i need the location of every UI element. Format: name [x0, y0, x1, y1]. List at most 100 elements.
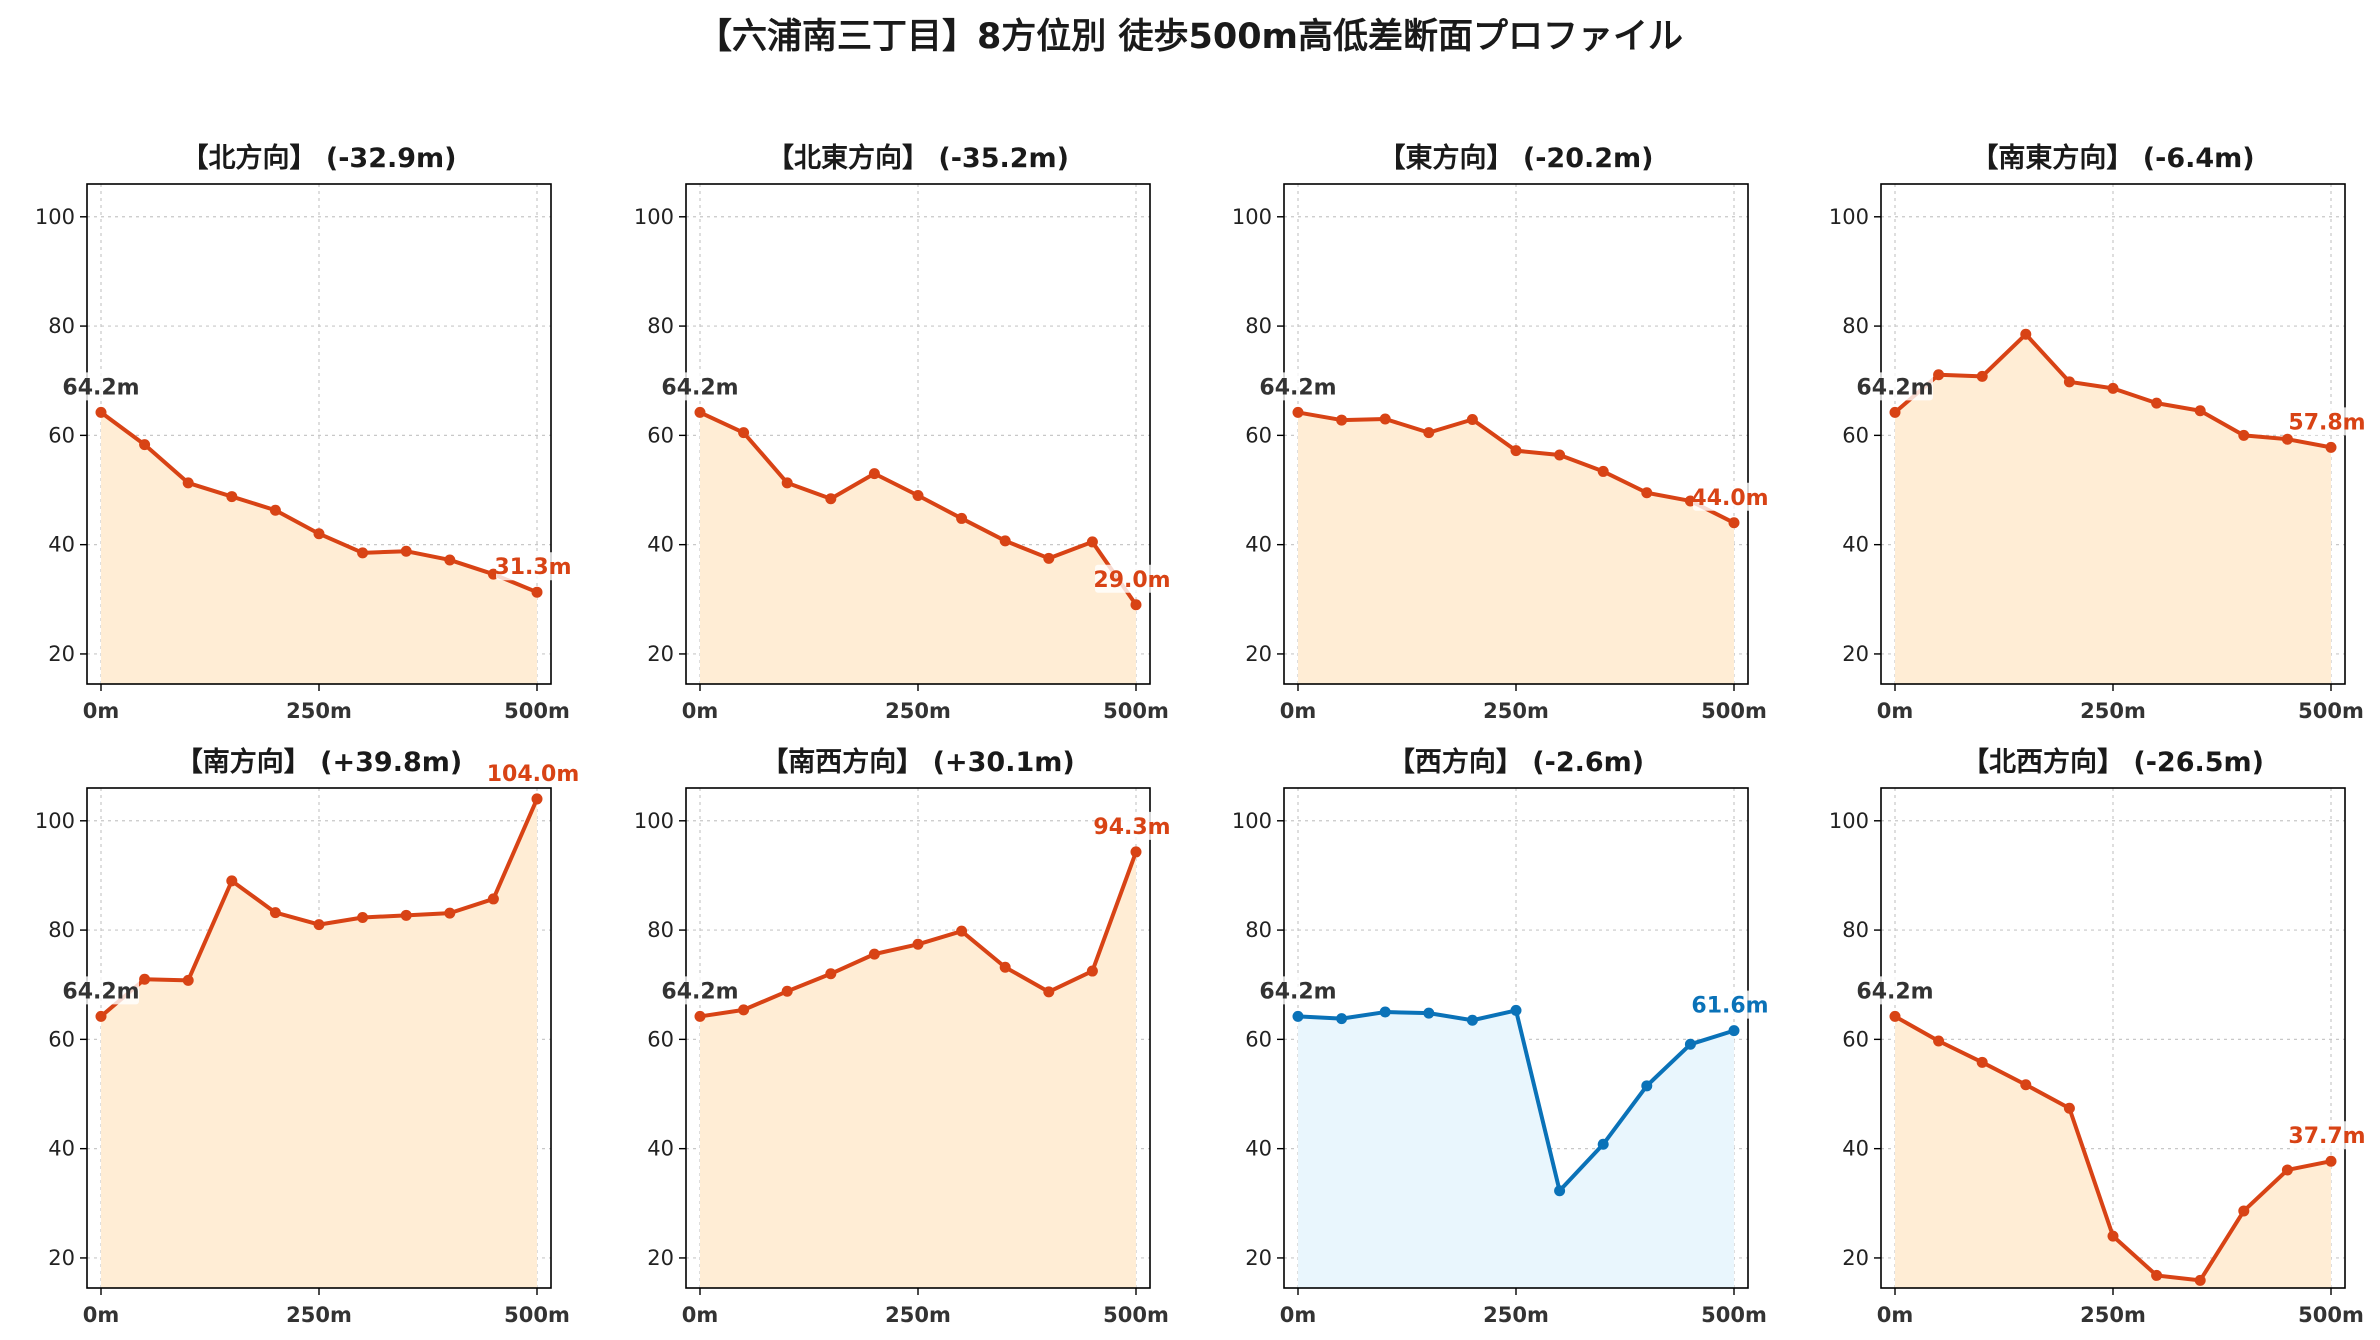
- data-point: [95, 1010, 107, 1022]
- start-label-bg: [664, 372, 738, 401]
- data-point: [226, 875, 238, 887]
- x-tick-label: 250m: [2080, 699, 2146, 723]
- area-fill: [700, 851, 1136, 1288]
- data-point: [1933, 369, 1945, 381]
- start-label-bg: [1859, 372, 1933, 401]
- data-point: [1130, 599, 1142, 611]
- panel-title: 【西方向】 (-2.6m): [1388, 746, 1644, 778]
- data-point: [1379, 1006, 1391, 1018]
- data-point: [1976, 370, 1988, 382]
- x-tick-label: 250m: [1483, 699, 1549, 723]
- data-point: [226, 491, 238, 503]
- y-tick-label: 60: [48, 1027, 75, 1051]
- end-label-bg: [490, 758, 576, 787]
- x-tick-label: 500m: [2298, 1303, 2364, 1327]
- data-point: [1423, 1007, 1435, 1019]
- y-tick-label: 100: [1232, 205, 1272, 229]
- y-tick-label: 80: [48, 918, 75, 942]
- data-point: [1292, 1010, 1304, 1022]
- y-tick-label: 40: [48, 1137, 75, 1161]
- data-point: [95, 406, 107, 418]
- x-tick-label: 250m: [1483, 1303, 1549, 1327]
- data-point: [956, 925, 968, 937]
- start-label: 64.2m: [1856, 375, 1933, 400]
- y-tick-label: 20: [1842, 642, 1869, 666]
- y-tick-label: 80: [1245, 314, 1272, 338]
- data-point: [139, 973, 151, 985]
- end-label-bg: [1693, 482, 1767, 511]
- y-tick-label: 100: [1232, 809, 1272, 833]
- x-tick-label: 250m: [286, 699, 352, 723]
- y-tick-label: 80: [1842, 314, 1869, 338]
- end-label-bg: [2290, 407, 2364, 436]
- data-point: [2194, 405, 2206, 417]
- start-label: 64.2m: [1259, 375, 1336, 400]
- start-label-bg: [1262, 976, 1336, 1005]
- data-point: [912, 938, 924, 950]
- data-point: [2107, 382, 2119, 394]
- data-point: [738, 1004, 750, 1016]
- data-point: [1086, 536, 1098, 548]
- y-tick-label: 20: [647, 1246, 674, 1270]
- data-point: [487, 893, 499, 905]
- y-tick-label: 60: [1842, 1027, 1869, 1051]
- x-tick-label: 0m: [1280, 1303, 1317, 1327]
- panel-4: 【南方向】 (+39.8m) 20 40 60 80 100 0m 250m 500m 64.2m…: [35, 746, 579, 1327]
- data-point: [1466, 414, 1478, 426]
- area-fill: [101, 412, 537, 684]
- data-point: [2325, 441, 2337, 453]
- data-point: [1336, 1013, 1348, 1025]
- data-point: [825, 968, 837, 980]
- end-label: 61.6m: [1691, 994, 1768, 1019]
- y-tick-label: 100: [35, 809, 75, 833]
- data-point: [2238, 1205, 2250, 1217]
- panel-6: 【西方向】 (-2.6m) 20 40 60 80 100 0m 250m 500m 64.2m 6…: [1232, 746, 1769, 1327]
- y-tick-label: 60: [1245, 1027, 1272, 1051]
- data-point: [1641, 487, 1653, 499]
- x-tick-label: 0m: [83, 699, 120, 723]
- y-tick-label: 40: [48, 533, 75, 557]
- panel-title: 【北東方向】 (-35.2m): [767, 142, 1069, 174]
- data-point: [1510, 445, 1522, 457]
- data-point: [1336, 414, 1348, 426]
- panel-2: 【東方向】 (-20.2m) 20 40 60 80 100 0m 250m 500m 64.2m…: [1232, 142, 1769, 723]
- data-point: [2281, 433, 2293, 445]
- data-point: [1684, 1038, 1696, 1050]
- data-point: [357, 912, 369, 924]
- data-point: [1889, 1010, 1901, 1022]
- data-point: [868, 468, 880, 480]
- x-tick-label: 0m: [83, 1303, 120, 1327]
- data-point: [1597, 465, 1609, 477]
- start-label: 64.2m: [661, 375, 738, 400]
- x-tick-label: 500m: [1701, 699, 1767, 723]
- data-point: [1597, 1138, 1609, 1150]
- area-fill: [1298, 1010, 1734, 1288]
- data-point: [444, 907, 456, 919]
- data-point: [1423, 427, 1435, 439]
- data-point: [182, 477, 194, 489]
- data-point: [444, 554, 456, 566]
- panel-1: 【北東方向】 (-35.2m) 20 40 60 80 100 0m 250m 500m 64.2…: [634, 142, 1171, 723]
- data-point: [400, 909, 412, 921]
- data-point: [182, 974, 194, 986]
- y-tick-label: 20: [1842, 1246, 1869, 1270]
- x-tick-label: 500m: [1701, 1303, 1767, 1327]
- x-tick-label: 500m: [2298, 699, 2364, 723]
- x-tick-label: 250m: [885, 1303, 951, 1327]
- y-tick-label: 100: [1829, 809, 1869, 833]
- data-point: [1976, 1056, 1988, 1068]
- x-tick-label: 0m: [682, 699, 719, 723]
- end-label: 37.7m: [2288, 1124, 2365, 1149]
- y-tick-label: 80: [48, 314, 75, 338]
- area-fill: [1895, 334, 2331, 684]
- area-fill: [101, 798, 537, 1288]
- end-label: 29.0m: [1093, 568, 1170, 593]
- data-point: [738, 427, 750, 439]
- y-tick-label: 40: [647, 533, 674, 557]
- x-tick-label: 500m: [504, 1303, 570, 1327]
- start-label: 64.2m: [1856, 979, 1933, 1004]
- data-point: [2325, 1155, 2337, 1167]
- start-label: 64.2m: [62, 979, 139, 1004]
- data-point: [999, 535, 1011, 547]
